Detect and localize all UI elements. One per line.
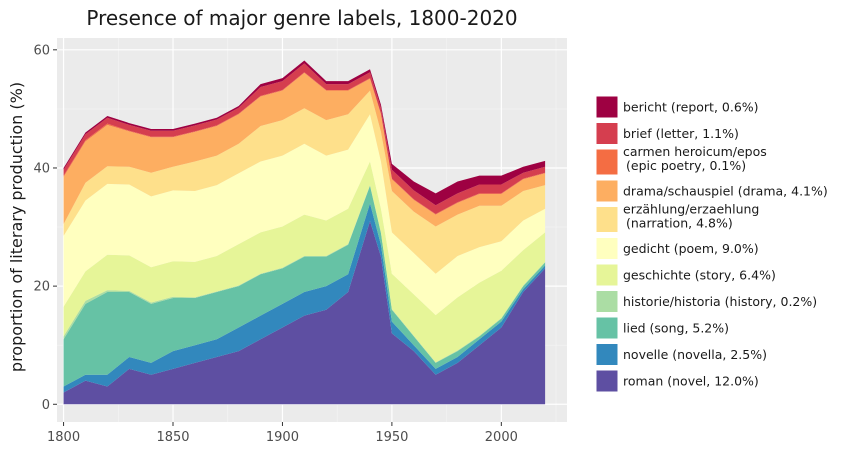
x-tick-label: 2000 xyxy=(485,430,518,445)
x-tick-label: 1950 xyxy=(375,430,408,445)
y-axis-label: proportion of literary production (%) xyxy=(7,82,26,372)
legend-key-brief xyxy=(595,122,619,145)
legend-label-historiehistoria: historie/historia (history, 0.2%) xyxy=(623,294,817,309)
area-series-erzhlungerzaehlung xyxy=(63,90,546,274)
axes: 0 20 40 60 1800 1850 1900 1950 2000 xyxy=(33,43,517,445)
area-series-gedicht xyxy=(63,114,546,316)
y-tick-label: 0 xyxy=(42,398,50,413)
legend-key-gedicht xyxy=(595,237,619,260)
legend-label-brief: brief (letter, 1.1%) xyxy=(623,126,739,141)
legend-key-lied xyxy=(595,316,619,340)
chart-title: Presence of major genre labels, 1800-202… xyxy=(86,6,517,30)
area-series-novelle xyxy=(63,203,546,393)
y-tick-label: 40 xyxy=(33,161,50,176)
legend-key-historiehistoria xyxy=(595,290,619,313)
area-series-dramaschauspiel xyxy=(63,72,546,227)
y-tick-label: 60 xyxy=(33,43,50,58)
legend-key-roman xyxy=(595,369,619,393)
legend-key-bericht xyxy=(595,95,619,119)
stacked-areas xyxy=(63,60,546,405)
area-series-geschichte xyxy=(63,161,546,363)
legend-label-bericht: bericht (report, 0.6%) xyxy=(623,100,759,115)
legend-label-erzhlungerzaehlung: erzählung/erzaehlung (narration, 4.8%) xyxy=(623,202,759,231)
y-tick-label: 20 xyxy=(33,280,50,295)
legend-key-carmen xyxy=(595,148,619,176)
area-series-roman xyxy=(63,221,546,405)
legend-label-carmen: carmen heroicum/epos (epic poetry, 0.1%) xyxy=(623,144,767,173)
legend-label-novelle: novelle (novella, 2.5%) xyxy=(623,347,767,362)
legend-label-gedicht: gedicht (poem, 9.0%) xyxy=(623,241,759,256)
legend: bericht (report, 0.6%) brief (letter, 1.1… xyxy=(595,95,828,393)
legend-key-novelle xyxy=(595,343,619,366)
legend-key-geschichte xyxy=(595,263,619,287)
legend-label-dramaschauspiel: drama/schauspiel (drama, 4.1%) xyxy=(623,184,828,199)
x-tick-label: 1900 xyxy=(266,430,299,445)
legend-label-lied: lied (song, 5.2%) xyxy=(623,321,729,336)
x-tick-label: 1850 xyxy=(156,430,189,445)
x-tick-label: 1800 xyxy=(47,430,80,445)
legend-key-erzhlungerzaehlung xyxy=(595,206,619,233)
area-series-lied xyxy=(63,185,546,387)
legend-label-geschichte: geschichte (story, 6.4%) xyxy=(623,268,776,283)
legend-label-roman: roman (novel, 12.0%) xyxy=(623,374,759,389)
legend-key-dramaschauspiel xyxy=(595,179,619,203)
